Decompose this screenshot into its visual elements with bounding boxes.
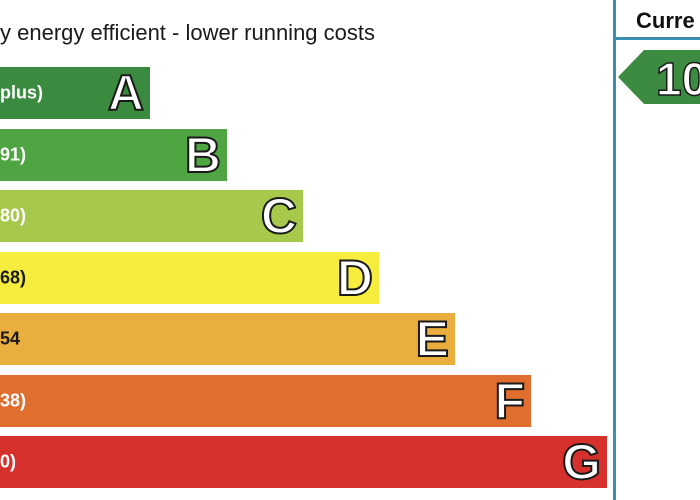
rating-bar-c: 80) C: [0, 190, 303, 242]
current-rating-value: 10: [656, 53, 700, 104]
rating-bar-e: 54 E: [0, 313, 455, 365]
column-divider: [613, 0, 616, 500]
rating-bar-f: 38) F: [0, 372, 531, 429]
rating-range-g: 0): [0, 451, 17, 472]
rating-bar-a: plus) A: [0, 67, 150, 119]
rating-range-d: 68): [0, 267, 27, 287]
rating-range-f: 38): [0, 390, 27, 410]
rating-range-a: plus): [0, 82, 43, 103]
column-header-divider: [613, 37, 700, 40]
rating-bar-g: 0) G: [0, 436, 607, 488]
rating-letter-d: D: [336, 249, 374, 306]
rating-bar-d: 68) D: [0, 249, 379, 306]
rating-letter-f: F: [493, 372, 526, 429]
rating-letter-e: E: [415, 311, 450, 367]
chart-heading: y energy efficient - lower running costs: [0, 20, 375, 45]
current-column-header: Curre: [636, 8, 695, 33]
rating-range-c: 80): [0, 205, 27, 226]
rating-letter-g: G: [561, 434, 602, 490]
rating-letter-c: C: [260, 188, 298, 244]
rating-letter-b: B: [184, 126, 222, 183]
current-rating-arrow-shape: [618, 50, 700, 104]
rating-letter-a: A: [107, 65, 145, 121]
rating-range-b: 91): [0, 144, 27, 164]
rating-bar-b: 91) B: [0, 126, 227, 183]
rating-range-e: 54: [0, 328, 21, 349]
current-rating-arrow: 10: [618, 50, 700, 104]
